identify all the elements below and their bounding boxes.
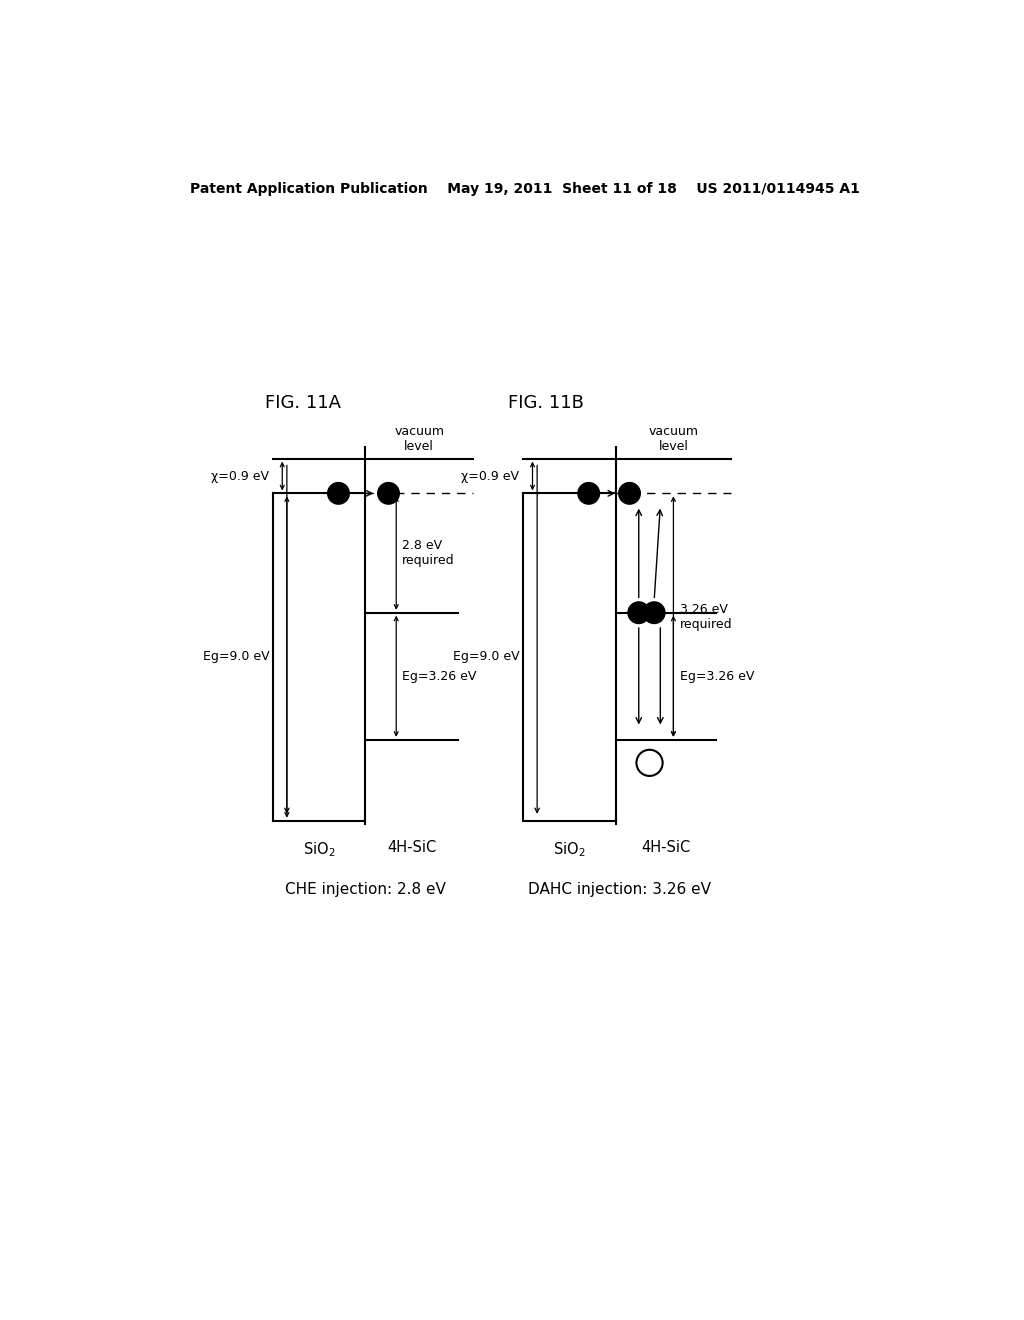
Text: 4H-SiC: 4H-SiC — [641, 840, 690, 855]
Text: 4H-SiC: 4H-SiC — [387, 840, 436, 855]
Text: DAHC injection: 3.26 eV: DAHC injection: 3.26 eV — [528, 882, 711, 898]
Text: FIG. 11A: FIG. 11A — [265, 395, 341, 412]
Text: SiO$_2$: SiO$_2$ — [303, 840, 336, 858]
Circle shape — [378, 483, 399, 504]
Text: Eg=9.0 eV: Eg=9.0 eV — [203, 651, 269, 664]
Text: Eg=3.26 eV: Eg=3.26 eV — [680, 669, 754, 682]
Text: 3.26 eV
required: 3.26 eV required — [680, 602, 732, 631]
Circle shape — [643, 602, 665, 623]
Circle shape — [628, 602, 649, 623]
Circle shape — [328, 483, 349, 504]
Text: Eg=9.0 eV: Eg=9.0 eV — [453, 651, 519, 664]
Text: χ=0.9 eV: χ=0.9 eV — [211, 470, 269, 483]
Text: 2.8 eV
required: 2.8 eV required — [402, 539, 455, 568]
Circle shape — [637, 750, 663, 776]
Text: SiO$_2$: SiO$_2$ — [553, 840, 586, 858]
Text: vacuum
level: vacuum level — [394, 425, 444, 453]
Circle shape — [578, 483, 599, 504]
Text: vacuum
level: vacuum level — [648, 425, 698, 453]
Text: χ=0.9 eV: χ=0.9 eV — [462, 470, 519, 483]
Text: FIG. 11B: FIG. 11B — [508, 395, 584, 412]
Text: Eg=3.26 eV: Eg=3.26 eV — [402, 669, 477, 682]
Text: Patent Application Publication    May 19, 2011  Sheet 11 of 18    US 2011/011494: Patent Application Publication May 19, 2… — [189, 182, 860, 195]
Circle shape — [618, 483, 640, 504]
Text: CHE injection: 2.8 eV: CHE injection: 2.8 eV — [285, 882, 445, 898]
